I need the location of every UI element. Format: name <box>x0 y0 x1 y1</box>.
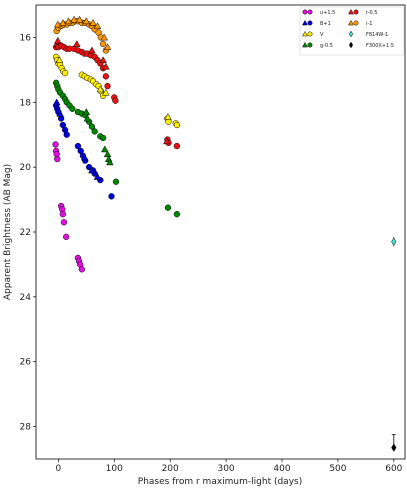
y-tick-label: 26 <box>20 358 32 368</box>
data-point <box>55 56 64 64</box>
plot-area <box>35 4 406 460</box>
x-tick-label: 300 <box>217 464 234 474</box>
data-point <box>54 36 62 44</box>
data-point <box>112 178 120 185</box>
legend-marker <box>348 41 354 49</box>
legend-label: i-1 <box>366 21 372 27</box>
data-point <box>93 173 102 180</box>
legend-label: F814W-1 <box>366 32 388 38</box>
data-point <box>83 114 92 122</box>
data-point <box>391 237 397 246</box>
data-point <box>63 233 70 241</box>
data-point <box>101 145 109 153</box>
legend-label: r-0.5 <box>366 10 378 16</box>
data-point <box>52 98 61 106</box>
data-point <box>56 109 64 117</box>
data-point <box>60 219 68 226</box>
data-point <box>102 62 110 70</box>
data-point <box>103 43 112 51</box>
data-point <box>70 15 78 23</box>
legend-marker <box>348 19 354 26</box>
data-point <box>63 131 70 138</box>
x-tick-label: 100 <box>106 464 123 474</box>
data-point <box>52 141 59 148</box>
data-point <box>82 17 91 25</box>
data-point <box>100 33 108 41</box>
data-point <box>103 150 112 158</box>
data-point <box>164 113 172 120</box>
data-point <box>88 46 96 54</box>
data-point <box>102 88 110 96</box>
data-point <box>59 211 66 218</box>
data-point <box>173 121 181 129</box>
y-tick-label: 20 <box>20 163 32 173</box>
data-point <box>108 193 115 200</box>
y-axis-label: Apparent Brightness (AB Mag) <box>3 164 13 300</box>
data-points <box>52 15 397 452</box>
data-point <box>173 142 181 150</box>
legend-marker <box>307 20 313 26</box>
data-point <box>163 137 171 145</box>
data-point <box>75 15 84 23</box>
x-axis-label: Phases from r maximum-light (days) <box>138 477 302 487</box>
data-point <box>82 108 91 115</box>
legend-marker <box>302 30 308 37</box>
legend-marker <box>302 9 308 15</box>
y-tick-label: 16 <box>20 33 32 43</box>
data-point <box>99 40 107 48</box>
legend-marker <box>348 8 354 15</box>
legend-label: B+1 <box>320 21 331 27</box>
legend-marker <box>307 9 313 15</box>
y-tick-label: 28 <box>20 423 32 433</box>
data-point <box>59 18 67 26</box>
legend-label: u+1.5 <box>320 10 335 16</box>
legend-marker <box>307 42 313 48</box>
data-point <box>91 128 98 135</box>
data-point <box>99 56 107 64</box>
data-point <box>164 204 172 211</box>
data-point <box>78 266 85 273</box>
legend-marker <box>302 41 308 48</box>
data-point <box>73 40 81 47</box>
legend-label: g-0.5 <box>320 43 333 49</box>
legend-marker <box>307 31 313 37</box>
data-point <box>96 85 105 93</box>
data-point <box>88 123 96 130</box>
data-point <box>93 22 102 29</box>
data-point <box>99 134 107 142</box>
x-tick-label: 400 <box>273 464 290 474</box>
data-point <box>74 142 82 150</box>
y-tick-label: 24 <box>20 293 32 303</box>
data-point <box>80 153 89 161</box>
data-point <box>106 158 114 166</box>
x-tick-label: 500 <box>329 464 346 474</box>
y-tick-label: 22 <box>20 228 31 238</box>
legend-marker <box>302 19 308 26</box>
legend: u+1.5 B+1 Vg-0.5 r-0.5 i-1 F814W-1 F300X+1.5 <box>299 6 405 56</box>
data-point <box>112 97 119 104</box>
legend-box <box>299 6 405 56</box>
data-point <box>104 82 111 90</box>
legend-label: F300X+1.5 <box>366 43 394 49</box>
data-point <box>173 211 181 218</box>
legend-marker <box>353 20 359 26</box>
data-point <box>89 18 97 26</box>
x-tick-label: 200 <box>162 464 179 474</box>
data-point <box>88 166 96 174</box>
legend-label: V <box>320 32 324 38</box>
axis-ticks: 0 100 200 300 400 500 600 16 18 20 22 24 26 28 <box>20 33 403 474</box>
data-point <box>54 155 61 163</box>
data-point <box>102 73 110 80</box>
legend-marker <box>353 9 359 15</box>
data-point <box>61 69 69 77</box>
x-tick-label: 600 <box>385 464 402 474</box>
y-tick-label: 18 <box>20 98 32 108</box>
data-point <box>69 105 76 112</box>
data-point <box>391 443 397 452</box>
legend-marker <box>348 30 354 38</box>
data-point <box>64 17 73 25</box>
x-tick-label: 0 <box>55 464 61 474</box>
